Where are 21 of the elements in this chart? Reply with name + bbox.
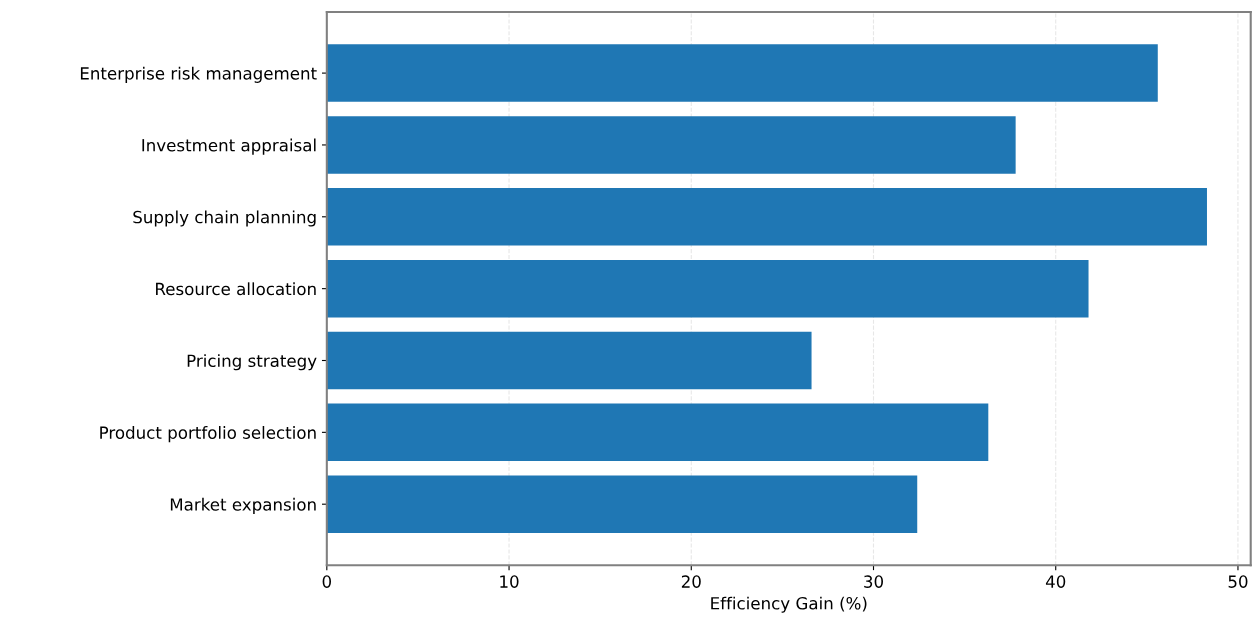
bar [326, 331, 812, 390]
y-tick-label: Resource allocation [156, 282, 316, 296]
x-tick-label: 20 [681, 575, 701, 588]
bar [326, 475, 918, 533]
y-tick-label: Supply chain planning [133, 210, 316, 227]
bar [326, 259, 1089, 318]
x-tick-label: 50 [1228, 575, 1248, 588]
bar [326, 116, 1016, 174]
y-tick-label: Investment appraisal [142, 138, 316, 155]
bar [326, 188, 1207, 246]
x-axis-title: Efficiency Gain (%) [711, 596, 867, 613]
bar [326, 44, 1158, 102]
x-tick-label: 40 [1045, 575, 1066, 588]
y-tick-label: Pricing strategy [187, 354, 317, 371]
y-tick-label: Product portfolio selection [100, 426, 316, 443]
bar [326, 403, 989, 462]
y-tick-label: Market expansion [170, 497, 316, 514]
x-tick-label: 10 [500, 575, 519, 588]
x-tick-label: 30 [864, 575, 883, 588]
y-tick-label: Enterprise risk management [80, 66, 317, 83]
x-tick-label: 0 [322, 575, 332, 588]
